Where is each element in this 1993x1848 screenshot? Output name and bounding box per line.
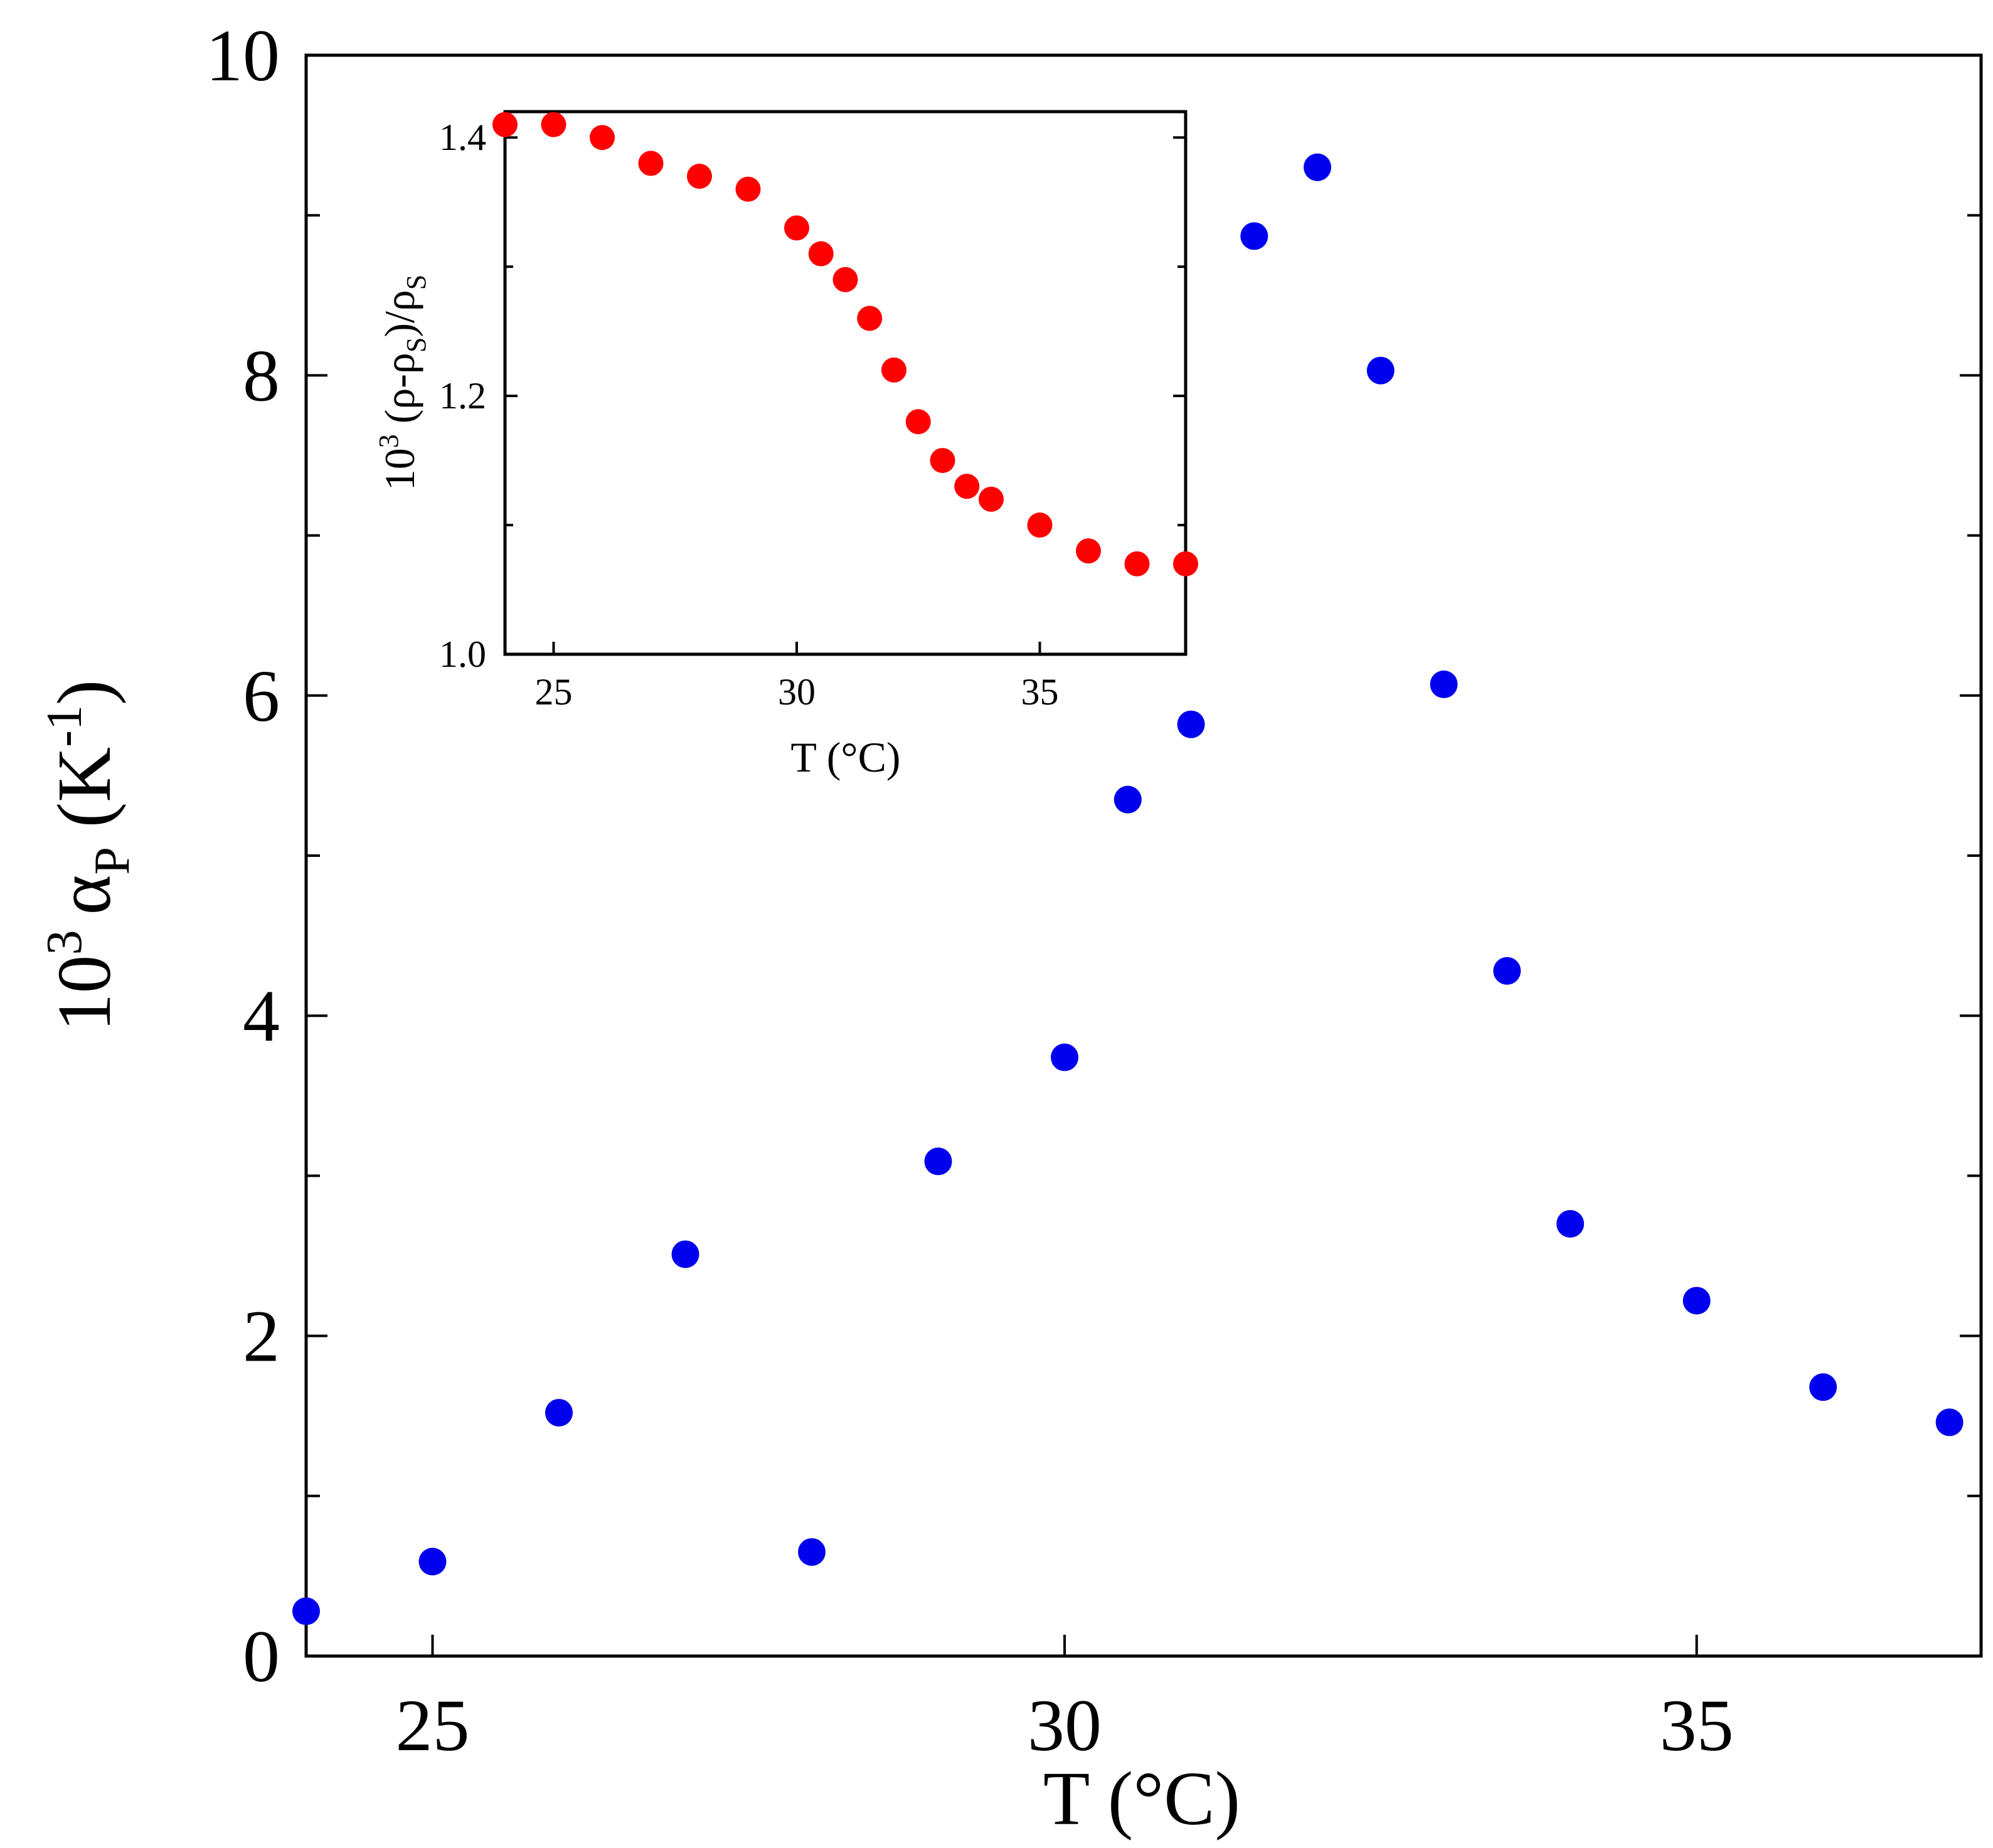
- inset-data-point: [857, 305, 883, 331]
- inset-data-point: [638, 151, 664, 176]
- main-tick-labels: 25 30 35 0 2 4 6 8 10: [206, 14, 1734, 1766]
- main-data-point: [292, 1597, 320, 1625]
- main-x-tick-label: 25: [396, 1684, 470, 1766]
- inset-data-point: [979, 486, 1004, 512]
- inset-data-point: [541, 112, 566, 137]
- svg-text:103 (ρ-ρS)/ρS: 103 (ρ-ρS)/ρS: [373, 275, 432, 491]
- inset-ylabel-body2: )/ρ: [376, 290, 423, 337]
- main-ylabel-sub: P: [85, 847, 140, 875]
- main-data-point: [1809, 1373, 1837, 1401]
- main-data-point: [671, 1240, 699, 1268]
- inset-data-point: [832, 267, 858, 292]
- main-ylabel-unit-close: ): [42, 680, 127, 706]
- main-data-point: [1177, 710, 1205, 738]
- inset-x-tick-label: 25: [535, 671, 573, 713]
- main-ticks: [306, 54, 1981, 1657]
- inset-tick-labels: 25 30 35 1.0 1.2 1.4: [439, 117, 1059, 713]
- main-data-point: [1366, 356, 1395, 385]
- inset-ylabel-sub1: S: [401, 337, 432, 353]
- inset-x-tick-label: 35: [1021, 671, 1059, 713]
- main-y-tick-label: 0: [243, 1615, 280, 1697]
- inset-data-point: [808, 241, 834, 267]
- main-data-point: [1113, 785, 1142, 814]
- inset-data-point: [954, 474, 980, 499]
- main-data-point: [1493, 957, 1521, 985]
- inset-ylabel-body1: (ρ-ρ: [376, 353, 423, 434]
- inset-ylabel-sub2: S: [401, 275, 432, 290]
- main-x-tick-label: 30: [1028, 1684, 1102, 1766]
- inset-ticks: [505, 136, 1186, 656]
- inset-ylabel-prefix: 10: [376, 448, 423, 491]
- main-data-point: [1935, 1408, 1964, 1436]
- main-data-point: [924, 1147, 952, 1176]
- main-data-point: [545, 1399, 573, 1427]
- inset-plot-frame: [503, 110, 1188, 656]
- main-ylabel-unit-exp: -1: [37, 705, 92, 747]
- inset-chart: 25 30 351.01.21.4 T (°C) 103 (ρ-ρS)/ρS: [373, 110, 1198, 781]
- main-y-tick-label: 4: [243, 975, 280, 1057]
- main-data-point: [1556, 1209, 1585, 1238]
- inset-y-tick-label: 1.2: [439, 375, 486, 417]
- inset-data-point: [930, 448, 955, 474]
- main-data-point: [418, 1548, 447, 1576]
- inset-data-points: [492, 112, 1198, 576]
- main-y-axis-label: 103 αP (K-1): [37, 680, 140, 1032]
- main-ylabel-exp: 3: [37, 930, 92, 955]
- main-data-point: [1304, 153, 1332, 181]
- inset-y-tick-label: 1.4: [439, 117, 486, 158]
- main-y-tick-label: 10: [206, 14, 280, 97]
- inset-y-axis-label: 103 (ρ-ρS)/ρS: [373, 275, 432, 491]
- main-y-tick-label: 8: [243, 334, 280, 417]
- inset-y-tick-label: 1.0: [439, 634, 486, 675]
- inset-data-point: [492, 112, 518, 137]
- inset-data-point: [1027, 512, 1053, 538]
- inset-data-point: [590, 125, 615, 151]
- main-data-point: [1051, 1043, 1079, 1071]
- main-y-tick-label: 6: [243, 655, 280, 737]
- inset-ylabel-exp: 3: [373, 434, 404, 448]
- inset-data-point: [784, 215, 809, 241]
- main-ylabel-unit-open: (K: [42, 747, 127, 847]
- inset-data-point: [1076, 538, 1101, 564]
- inset-data-point: [687, 163, 712, 189]
- main-data-point: [1430, 670, 1458, 698]
- inset-data-point: [1124, 551, 1150, 576]
- main-ylabel-prefix: 10: [42, 955, 127, 1031]
- main-x-axis-label: T (°C): [1043, 1756, 1240, 1841]
- inset-background: [505, 112, 1186, 654]
- main-ylabel-symbol: α: [42, 875, 127, 915]
- inset-data-point: [1173, 551, 1198, 576]
- inset-x-axis-label: T (°C): [790, 733, 900, 781]
- main-data-points: [292, 153, 1964, 1625]
- inset-data-point: [735, 176, 761, 202]
- inset-x-tick-label: 30: [778, 671, 816, 713]
- main-data-point: [1240, 222, 1268, 250]
- inset-data-point: [881, 357, 906, 383]
- main-data-point: [1682, 1287, 1711, 1315]
- main-data-point: [798, 1538, 826, 1566]
- main-x-tick-label: 35: [1660, 1684, 1734, 1766]
- main-y-tick-label: 2: [243, 1295, 280, 1378]
- inset-data-point: [905, 409, 931, 435]
- svg-text:103αP (K-1): 103 αP (K-1): [37, 680, 140, 1032]
